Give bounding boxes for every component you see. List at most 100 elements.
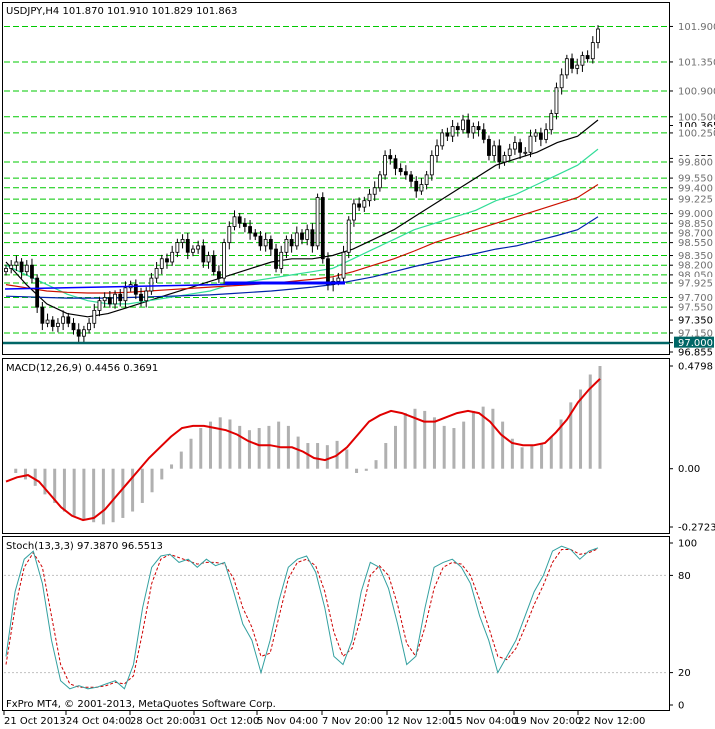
candle-body: [372, 187, 377, 195]
time-tick-label: 22 Nov 12:00: [578, 716, 645, 727]
price-tick-label: 99.400: [678, 183, 713, 194]
candle-body: [248, 226, 252, 234]
candle-body: [217, 271, 221, 279]
candle-body: [165, 258, 169, 263]
price-tag-bg: [674, 259, 714, 271]
candle-body: [45, 319, 50, 324]
candle-body: [362, 200, 367, 208]
candle-body: [310, 229, 315, 247]
candle-body: [590, 42, 595, 60]
price-tag-bg: [674, 126, 714, 138]
price-tag-bg: [674, 301, 714, 313]
price-title: USDJPY,H4 101.870 101.910 101.829 101.86…: [6, 6, 237, 17]
price-tick-label: 99.800: [678, 157, 713, 168]
candle-body: [450, 126, 455, 137]
macd-axis: 0.4798 0.00 -0.2723: [669, 362, 715, 534]
candle-body: [533, 132, 538, 137]
candle-body: [596, 28, 600, 43]
candle-body: [76, 329, 81, 337]
price-level-lines: [4, 25, 668, 334]
macd-signal-path: [5, 378, 601, 522]
time-tick-label: 19 Nov 20:00: [514, 716, 581, 727]
price-tick-label: 97.350: [678, 316, 713, 327]
macd-panel-frame: [2, 358, 670, 534]
time-tick-label: 21 Oct 2013: [4, 716, 66, 727]
price-tag-bg: [674, 20, 714, 32]
candle-body: [352, 203, 356, 221]
stoch-tick-label: 20: [678, 668, 691, 679]
candle-body: [481, 129, 486, 140]
candle-body: [92, 309, 97, 324]
candle-body: [393, 158, 398, 169]
macd-signal-line: [5, 378, 601, 522]
price-tick-label: 98.850: [678, 219, 713, 230]
candle-body: [81, 329, 86, 337]
candle-body: [300, 232, 304, 240]
price-panel-frame: [2, 2, 670, 355]
candle-body: [513, 142, 517, 150]
candle-body: [175, 242, 180, 253]
price-tick-label: 97.150: [678, 328, 713, 339]
candle-body: [336, 277, 341, 282]
price-tick-label: 101.900: [678, 22, 715, 33]
candle-body: [211, 255, 216, 273]
candle-body: [4, 268, 8, 273]
candle-body: [232, 216, 237, 227]
candle-body: [435, 145, 439, 156]
candle-body: [61, 316, 66, 324]
price-tag-bg: [674, 155, 714, 167]
candle-body: [403, 171, 408, 176]
price-tick-label: 99.000: [678, 209, 713, 220]
candle-body: [580, 55, 585, 66]
candle-body: [487, 138, 491, 156]
candle-body: [263, 238, 268, 247]
macd-title: MACD(12,26,9) 0.4456 0.3691: [6, 363, 158, 374]
price-tag-bg: [674, 268, 714, 280]
candle-body: [253, 232, 258, 237]
macd-tick-label: -0.2723: [678, 523, 715, 534]
time-tick-label: 28 Oct 20:00: [130, 716, 195, 727]
price-tick-label: 100.365: [678, 121, 715, 132]
candle-body: [185, 238, 190, 253]
candle-body: [170, 251, 175, 263]
candle-body: [440, 132, 445, 147]
candle-body: [71, 322, 76, 331]
candle-body: [502, 155, 507, 163]
macd-tick-label: 0.4798: [678, 362, 713, 373]
macd-tick-label: 0.00: [678, 464, 700, 475]
ma-blue-line: [5, 216, 599, 299]
candle-body: [14, 261, 19, 266]
candle-body: [383, 155, 387, 176]
price-tag-bg: [674, 84, 714, 96]
candle-body: [87, 322, 91, 331]
price-tick-label: 98.550: [678, 238, 713, 249]
candle-body: [471, 126, 476, 134]
candle-body: [585, 55, 590, 60]
candle-body: [196, 245, 201, 250]
price-tag-bg: [674, 217, 714, 229]
candle-body: [102, 297, 107, 302]
price-tick-label: 97.550: [678, 303, 713, 314]
price-tick-label: 97.700: [678, 293, 713, 304]
candle-body: [123, 287, 128, 302]
candle-body: [575, 64, 580, 69]
price-tag-bg: [674, 172, 714, 184]
candle-body: [388, 155, 393, 160]
candle-body: [191, 248, 195, 253]
candle-body: [227, 226, 232, 244]
macd-histogram: [14, 365, 602, 525]
candle-body: [242, 222, 247, 227]
candle-body: [50, 319, 55, 327]
candle-body: [367, 193, 372, 202]
price-tick-label: 98.050: [678, 270, 713, 281]
candle-body: [305, 229, 310, 240]
candle-body: [554, 87, 559, 114]
stoch-tick-label: 0: [678, 701, 684, 712]
candle-body: [206, 255, 211, 263]
price-tick-label: 100.900: [678, 86, 715, 97]
candle-body: [398, 168, 403, 173]
stoch-main-line: [5, 545, 599, 690]
candle-body: [518, 142, 523, 153]
candle-body: [40, 306, 45, 324]
